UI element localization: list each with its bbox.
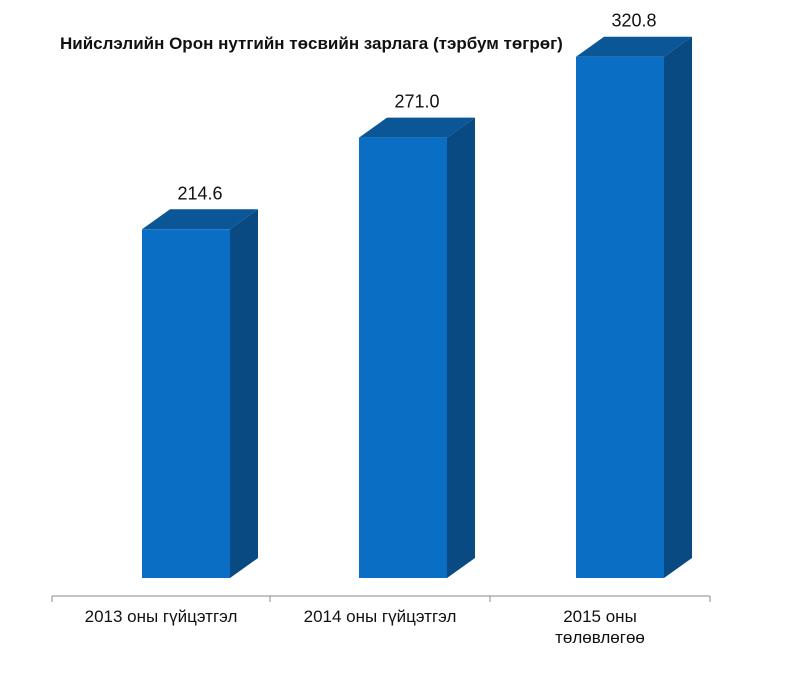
category-label: төлөвлөгөө <box>555 628 645 647</box>
data-label: 214.6 <box>177 183 222 203</box>
bar-top <box>359 117 475 138</box>
data-label: 320.8 <box>611 11 656 31</box>
bar <box>576 56 664 578</box>
x-axis <box>51 595 711 602</box>
chart-title: Нийслэлийн Орон нутгийн төсвийн зарлага … <box>60 34 563 53</box>
bar <box>359 137 447 578</box>
bar-side <box>664 36 692 578</box>
category-label: 2013 оны гүйцэтгэл <box>85 607 238 626</box>
category-label: 2014 оны гүйцэтгэл <box>304 607 457 626</box>
bar-side <box>447 117 475 578</box>
bar-side <box>230 209 258 578</box>
labels-layer: 214.6 2013 оны гүйцэтгэл 271.0 2014 оны гүй… <box>85 11 657 647</box>
bars-layer <box>142 36 692 578</box>
bar-top <box>142 209 258 230</box>
bar <box>142 229 230 578</box>
category-label: 2015 оны <box>563 607 637 626</box>
bar-group <box>142 209 258 578</box>
bar-group <box>359 117 475 578</box>
bar-group <box>576 36 692 578</box>
bar-top <box>576 36 692 57</box>
data-label: 271.0 <box>394 92 439 112</box>
